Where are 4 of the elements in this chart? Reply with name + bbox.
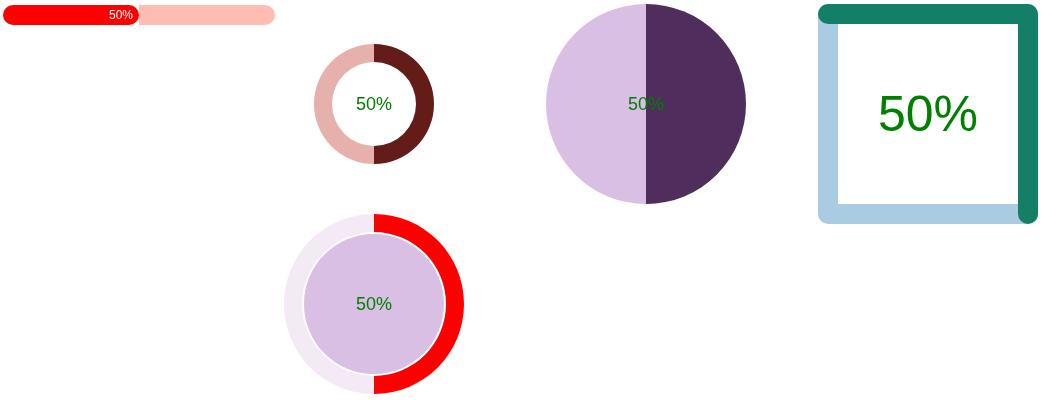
text: 50% <box>355 93 393 115</box>
data-label: 50% <box>108 8 134 22</box>
text: 50% <box>355 293 393 315</box>
text: 50% <box>877 85 979 143</box>
